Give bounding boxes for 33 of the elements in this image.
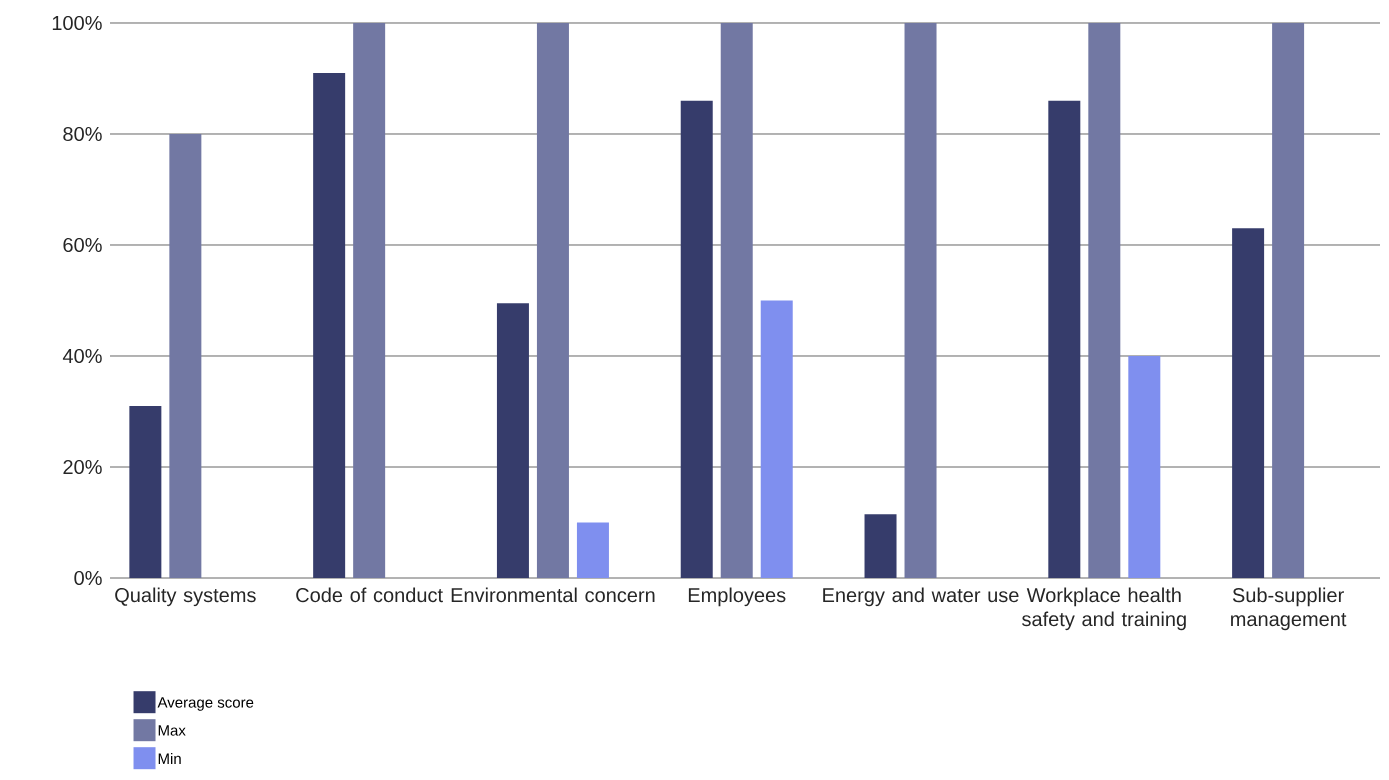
bar bbox=[496, 303, 529, 578]
bar bbox=[576, 522, 609, 578]
y-tick-label: 0% bbox=[74, 570, 102, 586]
x-tick-label: Quality systems bbox=[115, 587, 256, 607]
bar bbox=[353, 22, 386, 578]
bar bbox=[129, 405, 162, 578]
y-tick-label: 80% bbox=[63, 126, 102, 142]
y-tick-label: 20% bbox=[63, 459, 102, 475]
x-tick-label: Energy and water use bbox=[823, 587, 1019, 607]
bar bbox=[904, 22, 937, 578]
y-tick-label: 40% bbox=[62, 348, 102, 364]
bar bbox=[760, 300, 793, 578]
y-tick-label: 60% bbox=[63, 237, 102, 253]
bar bbox=[536, 22, 569, 578]
x-tick-label: Sub-supplier management bbox=[1231, 587, 1347, 631]
y-tick-label: 100% bbox=[52, 15, 102, 31]
bar bbox=[1232, 228, 1265, 578]
legend-label: Max bbox=[158, 725, 186, 736]
legend-label: Average score bbox=[157, 697, 254, 711]
bar bbox=[169, 134, 202, 578]
bar bbox=[720, 22, 753, 578]
bar bbox=[313, 72, 346, 578]
x-tick-label: Environmental concern bbox=[451, 587, 655, 603]
bar bbox=[680, 100, 713, 578]
bar bbox=[1048, 100, 1081, 578]
legend-label: Min bbox=[158, 753, 181, 764]
x-tick-label: Workplace health safety and training bbox=[1022, 587, 1186, 631]
bar bbox=[864, 514, 897, 578]
x-tick-label: Employees bbox=[688, 587, 786, 607]
x-tick-label: Code of conduct bbox=[296, 587, 443, 603]
bar bbox=[1128, 356, 1161, 578]
bar bbox=[1088, 22, 1121, 578]
bar bbox=[1272, 22, 1305, 578]
